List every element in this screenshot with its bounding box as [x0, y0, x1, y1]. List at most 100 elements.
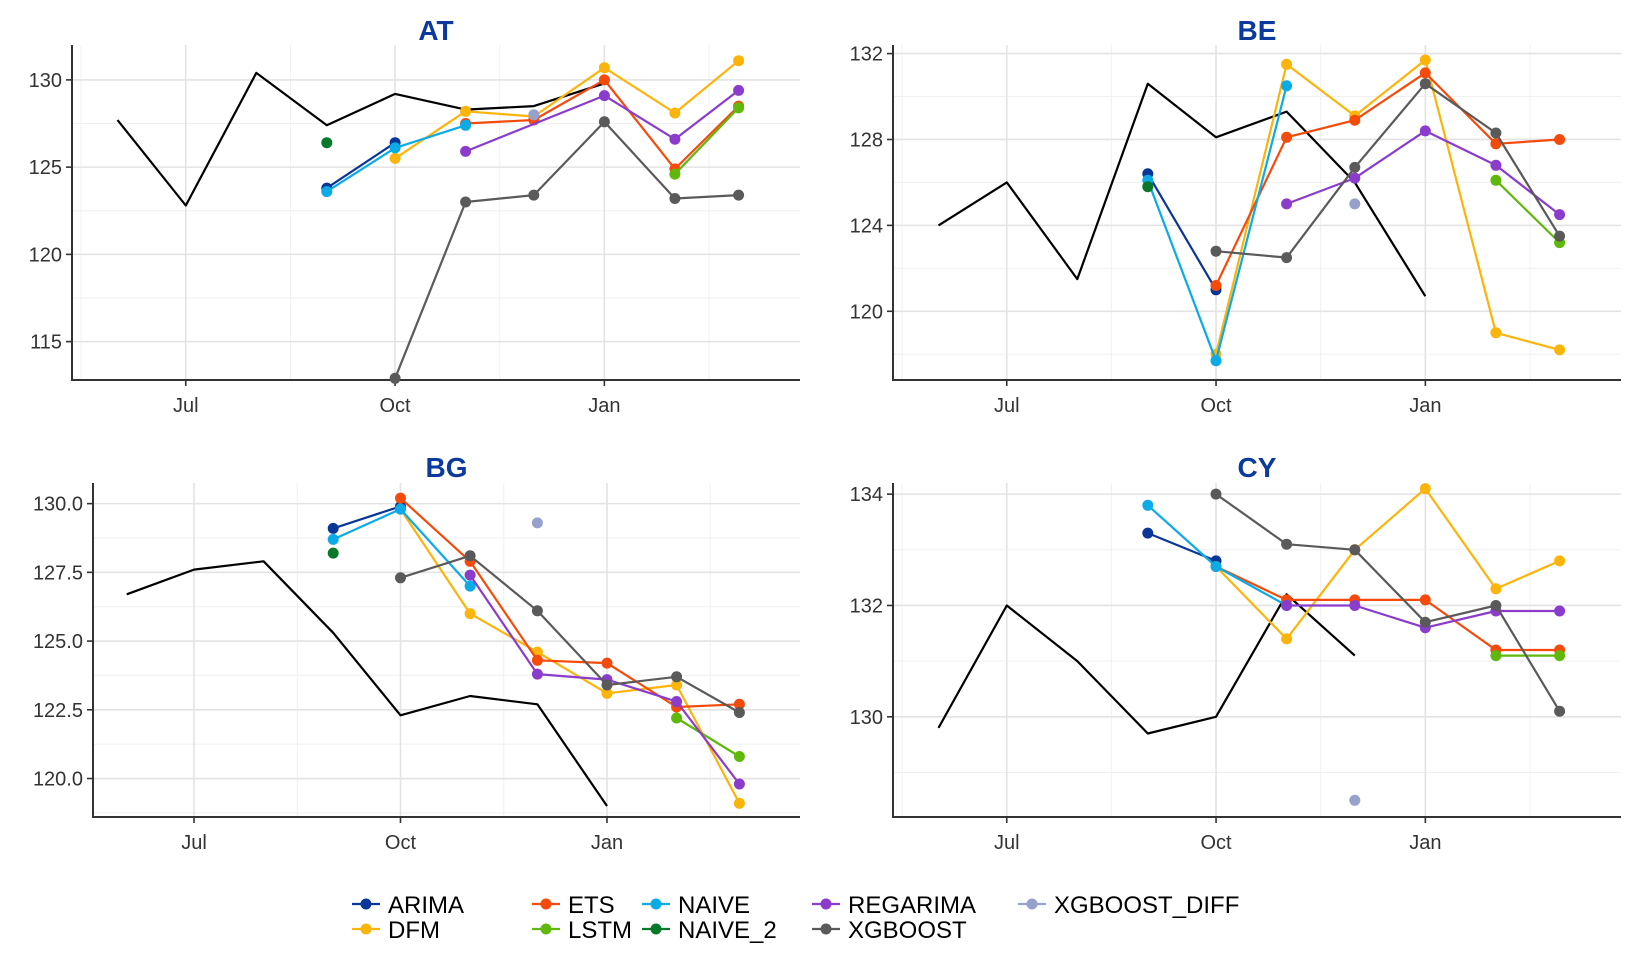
series-line-ets: [1215, 71, 1560, 286]
legend-item-naive-2: NAIVE_2: [642, 917, 777, 944]
point-ets: [1349, 114, 1361, 126]
point-regarima: [671, 696, 683, 707]
series-arima: [321, 137, 401, 194]
series-naive-2: [1142, 181, 1154, 193]
legend-label: ARIMA: [388, 892, 464, 919]
series-naive: [1142, 80, 1293, 367]
series-line-dfm: [399, 508, 741, 804]
point-dfm: [460, 105, 472, 117]
point-regarima: [1419, 125, 1431, 137]
point-xgboost: [1281, 538, 1293, 550]
point-regarima: [1554, 209, 1566, 221]
legend-key-point: [650, 923, 662, 935]
series-naive: [327, 503, 476, 592]
series-line-xgboost: [1215, 493, 1561, 712]
point-xgboost: [671, 671, 683, 683]
series-xgboost: [1210, 78, 1566, 264]
point-xgboost: [601, 679, 613, 691]
series-line-dfm: [1214, 58, 1560, 355]
x-tick-label: Oct: [1200, 395, 1232, 417]
series-line-arima: [1146, 173, 1217, 291]
point-xgboost: [464, 550, 476, 562]
point-xgboost: [395, 572, 406, 584]
x-tick-label: Oct: [379, 395, 411, 417]
series-lstm: [671, 712, 745, 762]
series-arima: [327, 500, 406, 534]
point-lstm: [733, 102, 745, 114]
point-xgboost: [528, 189, 540, 201]
series-line-xgboost: [1215, 82, 1561, 259]
legend-key-point: [360, 898, 372, 910]
legend-item-lstm: LSTM: [532, 917, 632, 944]
legend: ARIMADFMETSLSTMNAIVENAIVE_2REGARIMAXGBOO…: [352, 892, 1239, 944]
point-naive: [1281, 80, 1293, 92]
point-ets: [601, 657, 613, 669]
x-tick-label: Jul: [181, 832, 207, 854]
x-tick-label: Oct: [385, 832, 417, 854]
series-xgboost: [389, 116, 745, 384]
series-ets: [1210, 67, 1566, 291]
point-dfm: [1419, 54, 1431, 66]
point-xgboost: [733, 707, 745, 718]
point-naive: [395, 503, 406, 515]
series-line-lstm: [1495, 179, 1561, 244]
x-tick-label: Jan: [591, 832, 623, 854]
y-tick-label: 127.5: [33, 562, 83, 584]
series-xgboost-diff: [1349, 794, 1361, 806]
y-tick-label: 125: [29, 157, 62, 179]
legend-label: NAIVE: [678, 892, 750, 919]
y-tick-label: 120: [850, 301, 883, 323]
series-dfm: [389, 55, 745, 164]
point-lstm: [1490, 650, 1502, 662]
point-ets: [531, 654, 543, 666]
series-line-dfm: [394, 59, 740, 160]
point-dfm: [1490, 327, 1502, 339]
panel-title: BE: [1238, 15, 1277, 46]
series-naive-2: [327, 547, 339, 559]
point-ets: [395, 492, 406, 504]
point-xgboost-diff: [528, 109, 540, 121]
point-regarima: [598, 90, 610, 102]
legend-item-xgboost: XGBOOST: [812, 917, 967, 944]
point-xgboost: [1210, 245, 1222, 257]
y-tick-label: 134: [850, 484, 883, 506]
x-tick-label: Jan: [588, 395, 620, 417]
series-ets: [395, 492, 745, 713]
y-tick-label: 115: [30, 332, 62, 354]
y-tick-label: 125.0: [33, 631, 83, 653]
series-arima: [1142, 168, 1222, 296]
y-tick-label: 120.0: [33, 769, 83, 791]
actual-series-line: [937, 82, 1427, 297]
series-lstm: [1490, 650, 1566, 662]
point-xgboost: [531, 605, 543, 617]
point-regarima: [1349, 600, 1361, 611]
point-ets: [1554, 134, 1566, 145]
series-regarima: [460, 84, 745, 157]
series-regarima: [464, 569, 745, 790]
series-line-naive: [1146, 85, 1288, 362]
y-tick-label: 122.5: [33, 700, 83, 722]
point-naive: [1210, 561, 1222, 572]
point-dfm: [733, 797, 745, 809]
point-ets: [1210, 280, 1222, 291]
series-line-xgboost: [394, 120, 739, 379]
series-xgboost-diff: [1349, 198, 1361, 210]
series-lstm: [669, 102, 745, 180]
point-dfm: [733, 55, 745, 67]
x-tick-label: Jul: [994, 395, 1020, 417]
legend-label: DFM: [388, 917, 440, 944]
actual-series-line: [116, 71, 605, 207]
series-line-ets: [399, 497, 740, 709]
point-xgboost: [733, 189, 745, 201]
point-ets: [1419, 594, 1431, 606]
y-tick-label: 130.0: [33, 494, 83, 516]
y-tick-label: 130: [850, 707, 883, 729]
panel-title: AT: [418, 15, 453, 46]
series-dfm: [395, 503, 745, 809]
series-naive: [321, 119, 472, 198]
legend-key-point: [650, 898, 662, 910]
y-tick-label: 130: [29, 70, 62, 92]
series-line-lstm: [676, 717, 740, 758]
point-xgboost: [1349, 544, 1361, 556]
x-tick-label: Jul: [994, 832, 1020, 854]
